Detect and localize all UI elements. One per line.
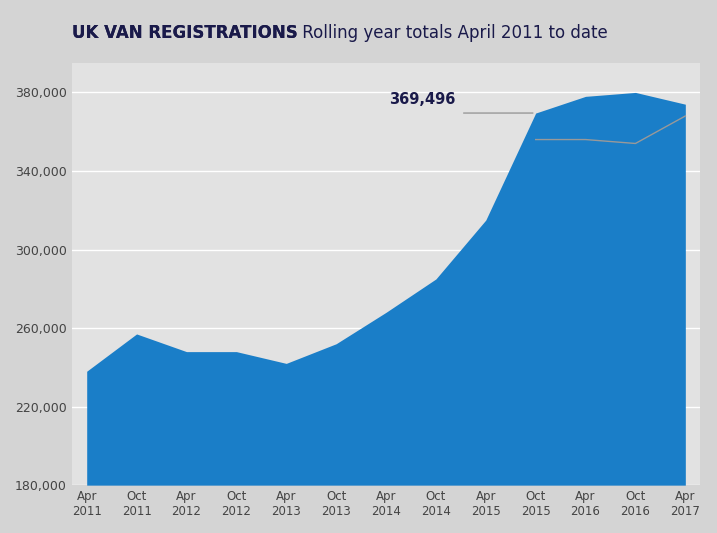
Text: UK VAN REGISTRATIONS: UK VAN REGISTRATIONS <box>72 24 298 42</box>
Text: UK VAN REGISTRATIONS: UK VAN REGISTRATIONS <box>72 24 298 42</box>
Text: Rolling year totals April 2011 to date: Rolling year totals April 2011 to date <box>298 24 608 42</box>
Text: 369,496: 369,496 <box>389 92 456 107</box>
